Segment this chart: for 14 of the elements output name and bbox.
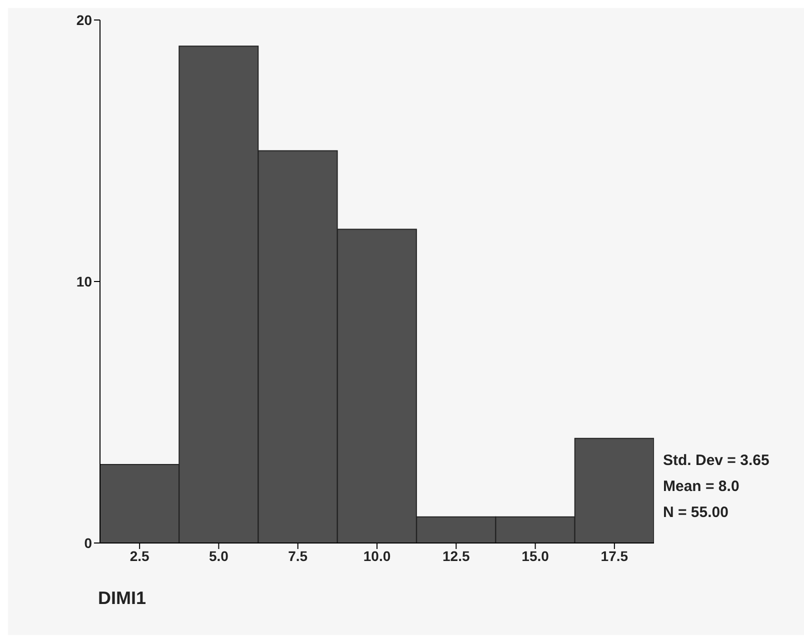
text: N = 55.00 (663, 503, 730, 523)
x-tick-label: 15.0 (522, 548, 550, 564)
text: Std. Dev = 3.65 (663, 451, 770, 471)
y-tick-label: 0 (84, 534, 92, 551)
x-tick-label: 10.0 (363, 548, 391, 564)
x-tick-label: 17.5 (600, 548, 628, 564)
x-tick-label: 2.5 (130, 548, 150, 564)
x-tick-label: 12.5 (442, 548, 470, 564)
y-tick-label: 20 (76, 12, 92, 28)
x-tick-label: 5.0 (208, 548, 229, 564)
x-axis-title: DIMI1 (98, 588, 146, 609)
y-tick-label: 10 (76, 273, 92, 290)
x-tick-label: 7.5 (288, 548, 308, 564)
text: Mean = 8.0 (663, 477, 740, 497)
